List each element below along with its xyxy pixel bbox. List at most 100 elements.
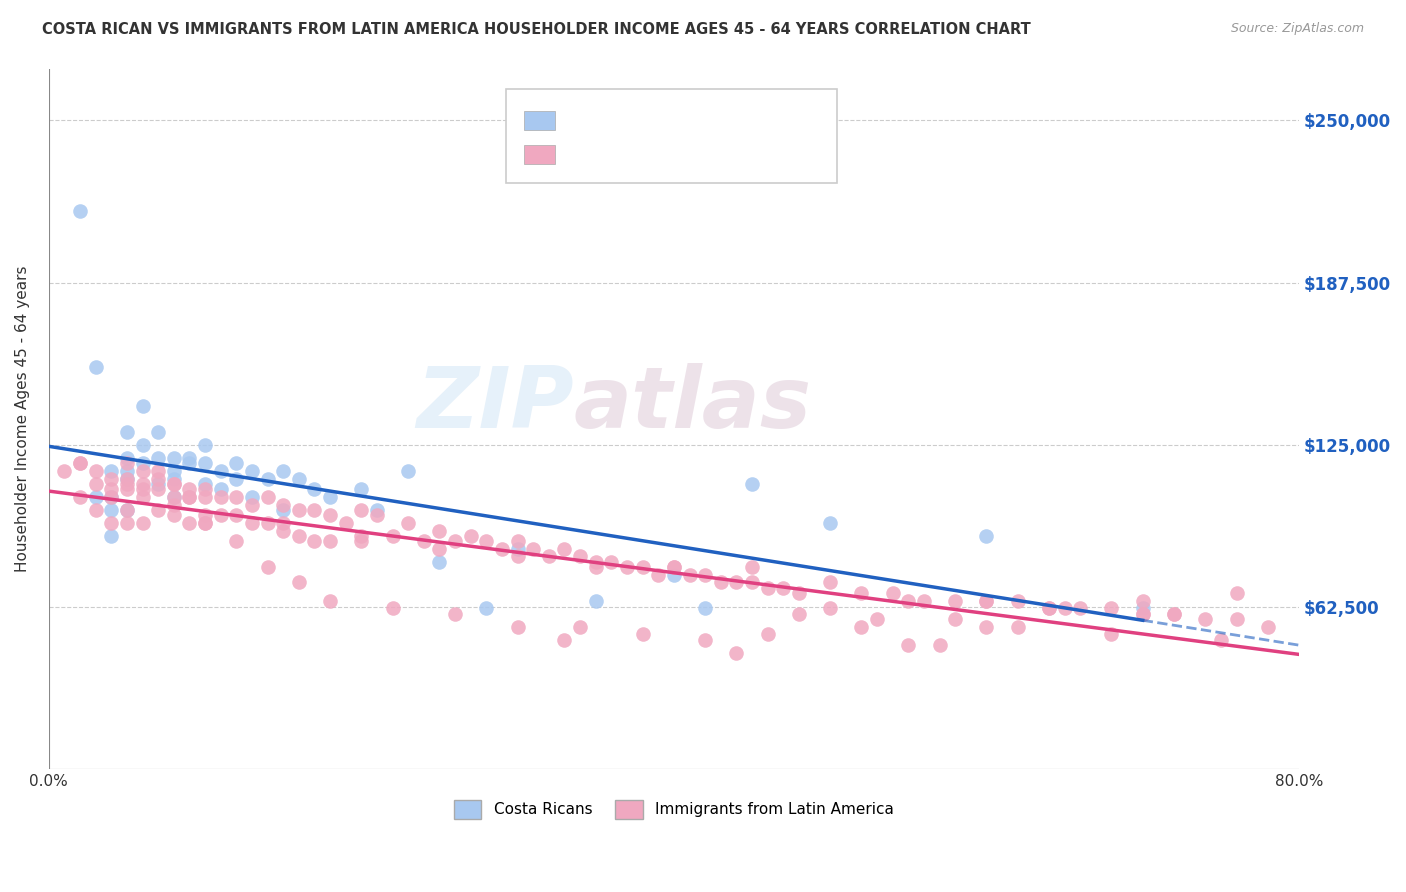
Point	[53, 464, 76, 478]
Point	[163, 490, 186, 504]
Point	[912, 593, 935, 607]
Point	[69, 490, 91, 504]
Point	[943, 593, 966, 607]
Point	[976, 619, 998, 633]
Point	[585, 593, 607, 607]
Point	[131, 438, 153, 452]
Point	[115, 472, 138, 486]
Point	[725, 575, 748, 590]
Point	[1007, 593, 1029, 607]
Point	[851, 619, 873, 633]
Point	[146, 425, 169, 439]
Point	[225, 490, 247, 504]
Point	[506, 549, 529, 564]
Point	[976, 593, 998, 607]
Point	[741, 575, 763, 590]
Point	[444, 533, 467, 548]
Point	[662, 559, 685, 574]
Point	[537, 549, 560, 564]
Point	[163, 476, 186, 491]
Point	[115, 482, 138, 496]
Point	[131, 464, 153, 478]
Point	[429, 524, 451, 538]
Point	[1209, 632, 1232, 647]
Point	[366, 508, 388, 522]
Point	[412, 533, 434, 548]
Point	[1101, 627, 1123, 641]
Point	[69, 204, 91, 219]
Point	[194, 516, 217, 530]
Point	[179, 516, 201, 530]
Point	[475, 533, 498, 548]
Point	[787, 586, 810, 600]
Point	[631, 559, 654, 574]
Point	[350, 533, 373, 548]
Point	[146, 472, 169, 486]
Point	[115, 516, 138, 530]
Text: ZIP: ZIP	[416, 363, 574, 446]
Point	[1132, 607, 1154, 621]
Point	[131, 482, 153, 496]
Point	[225, 533, 247, 548]
Point	[647, 567, 669, 582]
Point	[179, 450, 201, 465]
Point	[163, 490, 186, 504]
Point	[756, 581, 779, 595]
Point	[146, 464, 169, 478]
Point	[710, 575, 733, 590]
Point	[429, 541, 451, 556]
Point	[288, 575, 311, 590]
Point	[444, 607, 467, 621]
Point	[240, 490, 263, 504]
Point	[506, 533, 529, 548]
Text: R =  0.080   N =  52: R = 0.080 N = 52	[567, 112, 748, 129]
Point	[256, 472, 278, 486]
Point	[225, 508, 247, 522]
Point	[787, 607, 810, 621]
Point	[179, 456, 201, 470]
Point	[288, 529, 311, 543]
Point	[866, 612, 889, 626]
Point	[240, 516, 263, 530]
Point	[100, 490, 122, 504]
Point	[163, 450, 186, 465]
Text: atlas: atlas	[574, 363, 813, 446]
Point	[366, 502, 388, 516]
Point	[695, 567, 717, 582]
Point	[146, 482, 169, 496]
Point	[84, 476, 107, 491]
Point	[179, 490, 201, 504]
Point	[506, 619, 529, 633]
Point	[115, 502, 138, 516]
Point	[335, 516, 357, 530]
Point	[772, 581, 794, 595]
Point	[319, 490, 342, 504]
Point	[381, 529, 404, 543]
Point	[115, 456, 138, 470]
Point	[194, 456, 217, 470]
Point	[271, 498, 294, 512]
Point	[695, 632, 717, 647]
Point	[209, 508, 232, 522]
Point	[553, 632, 575, 647]
Point	[631, 627, 654, 641]
Legend: Costa Ricans, Immigrants from Latin America: Costa Ricans, Immigrants from Latin Amer…	[449, 794, 900, 825]
Point	[506, 541, 529, 556]
Point	[319, 593, 342, 607]
Point	[240, 498, 263, 512]
Point	[194, 438, 217, 452]
Point	[131, 516, 153, 530]
Point	[304, 502, 326, 516]
Point	[1194, 612, 1216, 626]
Y-axis label: Householder Income Ages 45 - 64 years: Householder Income Ages 45 - 64 years	[15, 266, 30, 572]
Point	[662, 559, 685, 574]
Point	[319, 508, 342, 522]
Point	[1163, 607, 1185, 621]
Point	[163, 472, 186, 486]
Point	[976, 593, 998, 607]
Point	[725, 646, 748, 660]
Point	[396, 464, 419, 478]
Point	[256, 516, 278, 530]
Point	[69, 456, 91, 470]
Point	[115, 425, 138, 439]
